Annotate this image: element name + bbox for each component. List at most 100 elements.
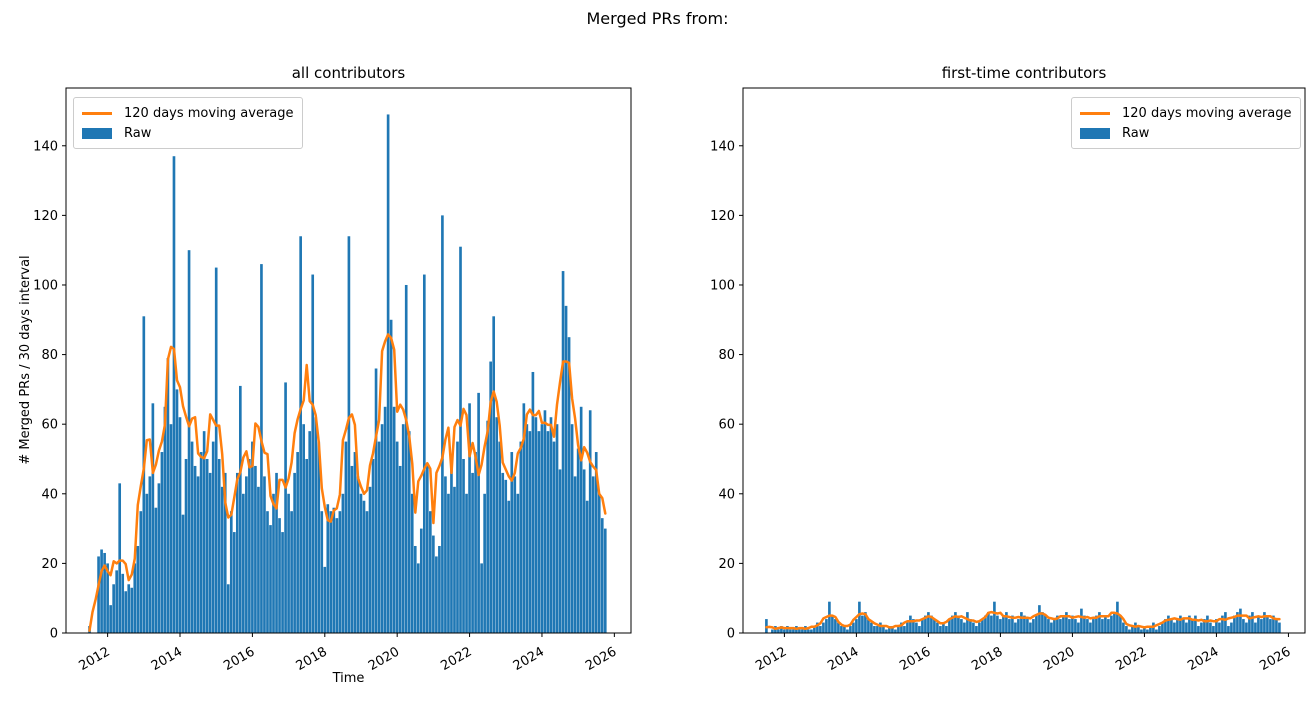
raw-bar [109,605,112,633]
raw-bar [305,458,309,633]
raw-bar [416,563,420,633]
raw-bar [492,316,496,633]
raw-bar [1014,622,1017,633]
raw-bar [181,514,185,633]
raw-bar [1101,619,1104,633]
raw-bar [969,619,972,633]
x-tick-label: 2014 [825,644,861,674]
raw-bar [954,612,957,633]
raw-bar [834,619,837,633]
raw-bar [933,619,936,633]
raw-bar [801,629,804,633]
raw-bar [1080,608,1083,633]
raw-bar [843,626,846,633]
raw-bar [217,458,221,633]
figure-suptitle: Merged PRs from: [586,9,729,28]
raw-bar [1185,622,1188,633]
raw-bar [945,626,948,633]
x-tick-label: 2016 [897,644,933,674]
legend-row-moving-average: 120 days moving average [1080,103,1292,123]
raw-bar [284,382,287,633]
raw-bar [1095,615,1098,633]
raw-bar [888,626,891,633]
raw-bar [1047,619,1050,633]
raw-bar [906,622,909,633]
raw-bar [957,615,960,633]
raw-bar [972,622,975,633]
raw-bar [1269,619,1272,633]
raw-bar [1170,619,1173,633]
raw-bar [861,615,864,633]
raw-bar [1203,619,1206,633]
raw-bar [489,361,492,633]
raw-bar [1140,629,1143,633]
raw-bar [419,528,423,633]
y-tick-label: 120 [33,209,58,224]
raw-bar [483,493,486,633]
raw-bar [136,545,140,633]
raw-bar [106,563,109,633]
raw-bar [984,615,987,633]
raw-bar [1062,615,1065,633]
x-tick-label: 2020 [1041,644,1077,674]
raw-bar [978,622,981,633]
raw-bar [118,483,122,633]
raw-bar [211,441,215,633]
raw-bar [459,246,462,633]
raw-bar [257,486,260,633]
raw-bar [771,629,774,633]
raw-bars [765,601,1281,633]
raw-bar [1002,615,1005,633]
raw-bar [208,472,212,633]
raw-bar [918,626,921,633]
x-tick-label: 2016 [221,644,257,674]
raw-bar [1227,626,1230,633]
raw-bar [1020,612,1023,633]
raw-bar [864,612,867,633]
raw-bar [822,622,825,633]
legend-row-raw: Raw [1080,123,1292,143]
raw-bar [380,424,384,633]
raw-bar [873,626,876,633]
raw-bar [220,486,224,633]
raw-bar [1182,619,1185,633]
x-tick-label: 2024 [511,644,547,674]
raw-bar [1176,619,1179,633]
raw-bar [1263,612,1266,633]
raw-label: Raw [1122,125,1150,141]
raw-bar [100,549,103,633]
raw-bar [486,420,489,633]
raw-bar [139,511,143,633]
raw-bar [365,511,369,633]
raw-bar [184,458,188,633]
raw-bar [798,629,801,633]
raw-bar [245,476,248,633]
raw-bar [555,424,559,633]
raw-bar [1239,608,1242,633]
x-tick-label: 2018 [294,644,330,674]
raw-bar [314,417,318,633]
raw-bar [1122,622,1125,633]
raw-bar [386,114,390,633]
raw-bar [480,563,483,633]
raw-bar [993,601,996,633]
raw-bar [939,626,942,633]
raw-bar [332,507,336,633]
raw-bar [903,626,906,633]
raw-bar [1272,615,1275,633]
raw-bar [915,622,918,633]
raw-bar [281,532,284,633]
raw-bar [579,406,583,633]
raw-bar [413,545,417,633]
raw-bar [1104,615,1107,633]
raw-bar [335,518,339,633]
raw-bar [320,511,324,633]
legend-first-time-contributors: 120 days moving average Raw [1071,97,1301,149]
raw-bar [1206,615,1209,633]
raw-bar [981,619,984,633]
raw-bar [558,469,562,633]
raw-bar-swatch [82,127,112,139]
y-tick-label: 100 [33,278,58,293]
moving-average-label: 120 days moving average [1122,105,1292,121]
raw-bar [422,274,426,633]
